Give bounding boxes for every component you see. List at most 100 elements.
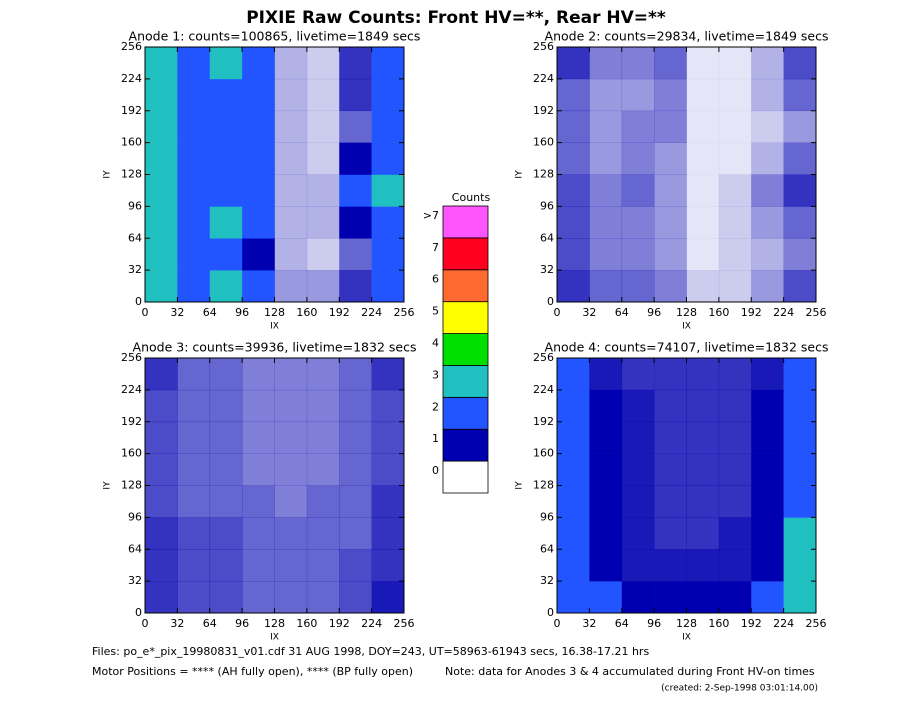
y-tick-label: 64 <box>540 231 554 244</box>
y-tick-label: 192 <box>533 415 554 428</box>
heatmap-cell <box>621 174 655 207</box>
y-tick-label: 128 <box>121 479 142 492</box>
footer-motor: Motor Positions = **** (AH fully open), … <box>92 665 413 678</box>
x-tick-label: 160 <box>296 617 317 630</box>
colorbar-swatch <box>442 301 489 334</box>
heatmap-cell <box>621 110 655 143</box>
heatmap-cell <box>306 78 340 112</box>
heatmap-cell <box>145 78 178 112</box>
heatmap-cell <box>589 142 623 175</box>
x-tick-label: 160 <box>708 617 729 630</box>
x-axis-label: IX <box>682 322 691 332</box>
heatmap-cell <box>557 453 590 486</box>
heatmap-cell <box>209 485 243 518</box>
x-axis-label: IX <box>682 633 691 643</box>
heatmap-cell <box>557 581 590 614</box>
y-tick-label: 256 <box>121 40 142 53</box>
heatmap-cell <box>242 549 275 582</box>
heatmap-cell <box>177 517 211 550</box>
heatmap-cell <box>557 358 590 391</box>
heatmap-cell <box>274 581 308 614</box>
heatmap-cell <box>783 78 817 112</box>
heatmap-cell <box>371 174 405 207</box>
heatmap-cell <box>621 238 655 271</box>
y-axis-label: IY <box>515 170 525 179</box>
y-tick-label: 64 <box>128 231 142 244</box>
heatmap-cell <box>145 581 178 614</box>
heatmap-cell <box>621 389 655 423</box>
y-tick-label: 160 <box>533 447 554 460</box>
footer-created: (created: 2-Sep-1998 03:01:14.00) <box>661 684 818 694</box>
heatmap-cell <box>371 485 405 518</box>
heatmap-cell <box>371 358 405 391</box>
heatmap-cell <box>621 358 655 391</box>
heatmap-cell <box>783 47 817 80</box>
heatmap-cell <box>242 206 275 239</box>
x-tick-label: 64 <box>615 306 629 319</box>
heatmap-cell <box>718 389 752 423</box>
heatmap-cell <box>242 270 275 303</box>
heatmap-cell <box>306 238 340 271</box>
heatmap-cell <box>339 270 372 303</box>
heatmap-cell <box>686 389 720 423</box>
colorbar-swatch <box>442 460 489 494</box>
x-tick-label: 96 <box>235 617 249 630</box>
colorbar-swatch <box>442 365 489 398</box>
heatmap-cell <box>242 389 275 423</box>
y-tick-label: 96 <box>128 199 142 212</box>
x-tick-label: 224 <box>361 617 382 630</box>
colorbar-label: 0 <box>432 464 439 477</box>
x-tick-label: 96 <box>235 306 249 319</box>
heatmap-cell <box>751 358 784 391</box>
heatmap-cell <box>242 485 275 518</box>
y-tick-label: 192 <box>121 104 142 117</box>
heatmap-cell <box>242 581 275 614</box>
y-tick-label: 32 <box>128 574 142 587</box>
colorbar-label: 4 <box>432 337 439 350</box>
heatmap-cell <box>145 270 178 303</box>
heatmap-cell <box>589 47 623 80</box>
heatmap-cell <box>686 453 720 486</box>
heatmap-cell <box>242 47 275 80</box>
heatmap-cell <box>177 549 211 582</box>
heatmap-cell <box>751 78 784 112</box>
y-tick-label: 128 <box>533 168 554 181</box>
y-tick-label: 64 <box>128 542 142 555</box>
heatmap-cell <box>783 421 817 454</box>
heatmap-cell <box>589 174 623 207</box>
colorbar-label: 7 <box>432 241 439 254</box>
heatmap-cell <box>209 453 243 486</box>
heatmap-cell <box>783 110 817 143</box>
y-tick-label: 128 <box>533 479 554 492</box>
heatmap-cell <box>621 78 655 112</box>
footer-note: Note: data for Anodes 3 & 4 accumulated … <box>445 665 815 678</box>
heatmap-cell <box>177 485 211 518</box>
heatmap-cell <box>718 421 752 454</box>
heatmap-cell <box>654 421 687 454</box>
heatmap-cell <box>783 453 817 486</box>
heatmap-cell <box>209 110 243 143</box>
heatmap-cell <box>274 358 308 391</box>
heatmap-cell <box>339 389 372 423</box>
heatmap-cell <box>589 389 623 423</box>
heatmap-cell <box>339 47 372 80</box>
heatmap-cell <box>242 174 275 207</box>
x-tick-label: 256 <box>394 617 415 630</box>
y-tick-label: 160 <box>121 447 142 460</box>
heatmap-cell <box>621 581 655 614</box>
heatmap-cell <box>339 142 372 175</box>
heatmap-cell <box>306 389 340 423</box>
heatmap-cell <box>274 517 308 550</box>
heatmap-cell <box>242 453 275 486</box>
x-tick-label: 64 <box>615 617 629 630</box>
heatmap-cell <box>654 389 687 423</box>
heatmap-cell <box>339 358 372 391</box>
heatmap-cell <box>145 453 178 486</box>
heatmap-cell <box>371 517 405 550</box>
heatmap-cell <box>718 270 752 303</box>
colorbar-label: >7 <box>423 209 439 222</box>
heatmap-cell <box>654 453 687 486</box>
heatmap-cell <box>177 110 211 143</box>
heatmap-cell <box>783 206 817 239</box>
heatmap-cell <box>339 206 372 239</box>
